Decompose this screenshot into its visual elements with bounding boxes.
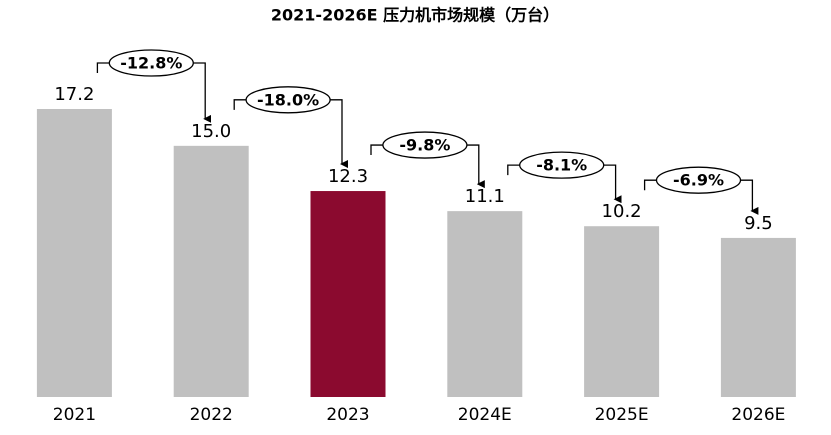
bar	[447, 211, 523, 397]
change-bubble	[655, 166, 742, 194]
value-label: 12.3	[328, 166, 368, 187]
bar	[584, 226, 660, 397]
x-tick-label: 2025E	[595, 405, 649, 425]
x-tick-label: 2023	[326, 405, 369, 425]
change-label: -12.8%	[120, 54, 182, 73]
bar	[310, 191, 386, 397]
x-tick-label: 2026E	[731, 405, 785, 425]
value-label: 9.5	[744, 213, 773, 234]
change-label: -18.0%	[257, 90, 319, 109]
value-label: 15.0	[191, 121, 231, 142]
change-bubble	[382, 131, 468, 159]
bar	[720, 237, 796, 397]
change-bubble	[108, 49, 194, 77]
chart-title: 2021-2026E 压力机市场规模（万台）	[271, 6, 559, 25]
change-bubble	[245, 86, 331, 114]
value-label: 17.2	[54, 84, 94, 105]
x-tick-label: 2022	[190, 405, 233, 425]
value-label: 11.1	[465, 186, 505, 207]
change-bubble	[519, 151, 605, 179]
change-label: -6.9%	[673, 171, 724, 190]
bar	[36, 109, 112, 397]
change-label: -8.1%	[536, 156, 587, 175]
value-label: 10.2	[602, 201, 642, 222]
x-tick-label: 2021	[53, 405, 96, 425]
x-tick-label: 2024E	[458, 405, 512, 425]
bar	[173, 145, 249, 397]
change-label: -9.8%	[399, 136, 450, 155]
